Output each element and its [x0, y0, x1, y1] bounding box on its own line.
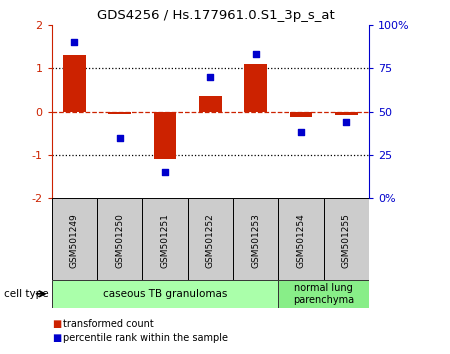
Point — [207, 74, 214, 80]
Text: normal lung
parenchyma: normal lung parenchyma — [293, 283, 354, 305]
Point — [297, 130, 305, 135]
Text: transformed count: transformed count — [63, 319, 154, 329]
Text: GSM501249: GSM501249 — [70, 213, 79, 268]
Point — [116, 135, 123, 140]
Text: GSM501255: GSM501255 — [342, 213, 351, 268]
Bar — [279, 280, 369, 308]
Bar — [142, 198, 188, 280]
Bar — [52, 280, 279, 308]
Bar — [233, 198, 279, 280]
Point — [343, 119, 350, 125]
Bar — [290, 112, 312, 117]
Text: GDS4256 / Hs.177961.0.S1_3p_s_at: GDS4256 / Hs.177961.0.S1_3p_s_at — [97, 9, 335, 22]
Bar — [324, 198, 369, 280]
Point — [71, 39, 78, 45]
Bar — [97, 198, 142, 280]
Text: percentile rank within the sample: percentile rank within the sample — [63, 333, 228, 343]
Bar — [63, 55, 86, 112]
Text: ■: ■ — [52, 319, 61, 329]
Text: caseous TB granulomas: caseous TB granulomas — [103, 289, 227, 299]
Bar — [108, 112, 131, 114]
Text: ■: ■ — [52, 333, 61, 343]
Bar — [188, 198, 233, 280]
Point — [252, 51, 259, 57]
Point — [162, 170, 169, 175]
Bar — [279, 198, 324, 280]
Bar — [154, 112, 176, 159]
Bar — [244, 64, 267, 112]
Bar — [335, 112, 358, 115]
Text: GSM501253: GSM501253 — [251, 213, 260, 268]
Text: cell type: cell type — [4, 289, 49, 299]
Bar — [199, 96, 222, 112]
Text: GSM501252: GSM501252 — [206, 213, 215, 268]
Text: GSM501251: GSM501251 — [161, 213, 170, 268]
Text: GSM501250: GSM501250 — [115, 213, 124, 268]
Text: GSM501254: GSM501254 — [297, 213, 306, 268]
Bar — [52, 198, 97, 280]
